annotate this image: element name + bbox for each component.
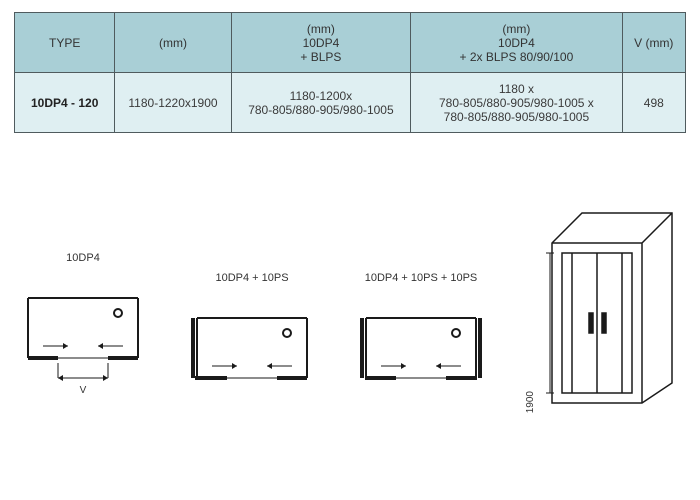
spec-table: TYPE (mm) (mm) 10DP4 + BLPS (mm) 10DP4 +…: [14, 12, 686, 133]
cell-mm: 1180-1220x1900: [115, 73, 231, 133]
plan1-label: 10DP4: [18, 252, 148, 264]
plan3-label: 10DP4 + 10PS + 10PS: [356, 272, 486, 284]
th-type: TYPE: [15, 13, 115, 73]
plan3-icon: [356, 298, 486, 408]
plan2-icon: [187, 298, 317, 408]
th-blps: (mm) 10DP4 + BLPS: [231, 13, 411, 73]
plan2-label: 10DP4 + 10PS: [187, 272, 317, 284]
th-2xblps: (mm) 10DP4 + 2x BLPS 80/90/100: [411, 13, 622, 73]
th-v: V (mm): [622, 13, 685, 73]
cell-2xblps: 1180 x 780-805/880-905/980-1005 x 780-80…: [411, 73, 622, 133]
diagrams-row: 10DP4 V 10DP4 + 10PS: [14, 193, 686, 413]
th-mm: (mm): [115, 13, 231, 73]
svg-text:V: V: [80, 385, 87, 396]
elevation-door: 1900: [525, 193, 682, 413]
elevation-icon: [542, 193, 682, 413]
plan-10dp4-2x10ps: 10DP4 + 10PS + 10PS: [356, 272, 486, 413]
height-label: 1900: [525, 391, 536, 413]
plan-10dp4-10ps: 10DP4 + 10PS: [187, 272, 317, 413]
cell-type: 10DP4 - 120: [15, 73, 115, 133]
cell-blps: 1180-1200x 780-805/880-905/980-1005: [231, 73, 411, 133]
cell-v: 498: [622, 73, 685, 133]
plan-10dp4: 10DP4 V: [18, 252, 148, 413]
plan1-icon: V: [18, 278, 148, 408]
table-row: 10DP4 - 120 1180-1220x1900 1180-1200x 78…: [15, 73, 686, 133]
